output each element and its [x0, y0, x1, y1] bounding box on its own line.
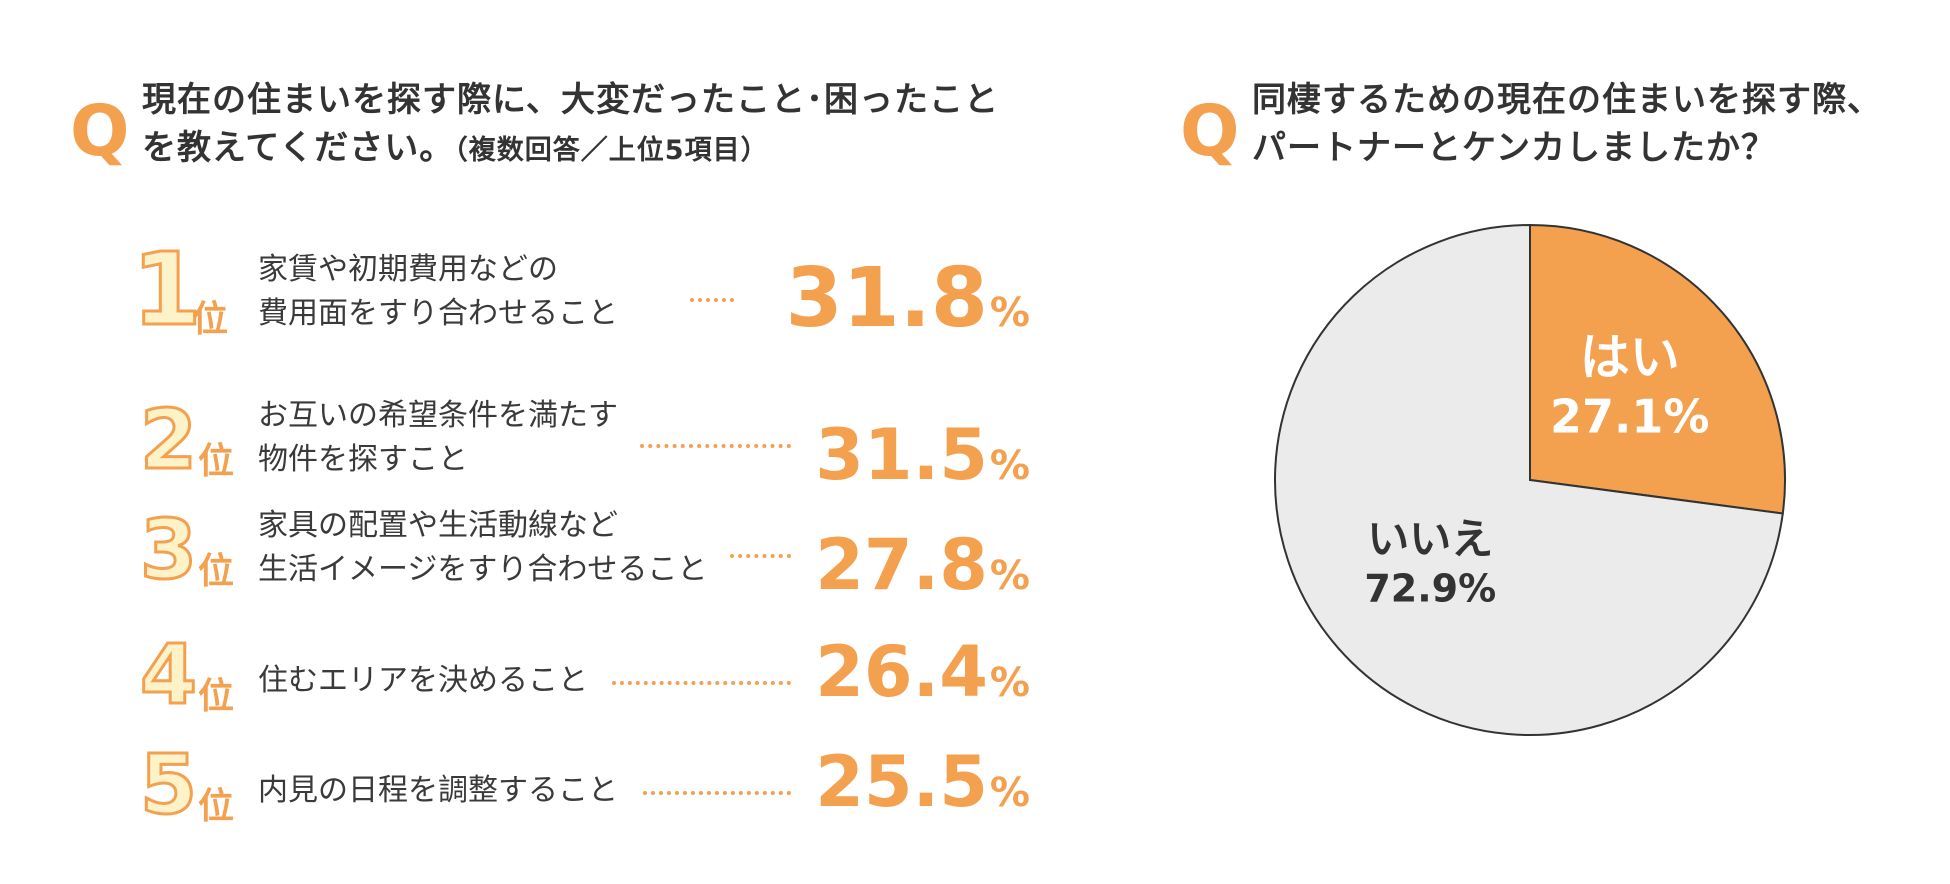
rank-number: 1: [131, 231, 204, 348]
rank-percentage: 31.5%: [815, 420, 1030, 490]
rank-percentage: 25.5%: [815, 747, 1030, 817]
pie-slice-value: 72.9%: [1364, 566, 1496, 610]
rank-value: 31.8: [785, 251, 988, 346]
rank-unit: %: [989, 553, 1030, 599]
rank-item-line: 費用面をすり合わせること: [258, 296, 618, 331]
rank-item-line: 家賃や初期費用などの: [258, 252, 558, 287]
rank-number: 2: [138, 393, 198, 488]
right-title-line-2: パートナーとケンカしましたか？: [1252, 128, 1776, 168]
rank-item-line: お互いの希望条件を満たす: [258, 398, 618, 433]
rank-item-line: 物件を探すこと: [258, 442, 468, 477]
leader-dots: [730, 554, 791, 558]
rank-value: 27.8: [815, 524, 988, 606]
rank-item-line: 生活イメージをすり合わせること: [258, 552, 708, 587]
rank-number: 5: [138, 738, 198, 833]
rank-suffix: 位: [198, 676, 235, 717]
rank-unit: %: [989, 660, 1030, 706]
rank-suffix: 位: [198, 786, 235, 827]
pie-slice-1: [1274, 223, 1784, 736]
left-title-line-2-main: を教えてください。: [142, 128, 455, 168]
rank-item-line: 家具の配置や生活動線など: [258, 508, 618, 543]
right-question-title: 同棲するための現在の住まいを探す際、 パートナーとケンカしましたか？: [1252, 76, 1882, 172]
rank-value: 26.4: [815, 631, 988, 713]
rank-unit: %: [989, 443, 1030, 489]
rank-item-text: お互いの希望条件を満たす 物件を探すこと: [258, 394, 618, 482]
rank-item-text: 住むエリアを決めること: [258, 659, 588, 703]
rank-item-text: 家賃や初期費用などの費用面をすり合わせること: [258, 248, 618, 336]
rank-value: 25.5: [815, 741, 988, 823]
rank-number: 3: [138, 503, 198, 598]
rank-item-line: 内見の日程を調整すること: [258, 773, 618, 808]
rank-number: 4: [138, 628, 198, 723]
left-title-note: （複数回答／上位5項目）: [454, 135, 769, 166]
left-title-line-1: 現在の住まいを探す際に、大変だったこと･困ったこと: [142, 80, 999, 120]
rank-percentage: 31.8%: [786, 258, 1030, 340]
rank-percentage: 26.4%: [815, 637, 1030, 707]
right-q-mark: Q: [1180, 90, 1240, 172]
rank-value: 31.5: [815, 414, 988, 496]
right-title-line-1: 同棲するための現在の住まいを探す際、: [1252, 80, 1882, 120]
pie-slice-value: 27.1%: [1550, 390, 1710, 444]
leader-dots: [612, 681, 791, 685]
pie-slice-0: [1529, 223, 1786, 515]
rank-item-text: 家具の配置や生活動線など生活イメージをすり合わせること: [258, 504, 707, 592]
rank-unit: %: [989, 290, 1030, 336]
rank-suffix: 位: [198, 441, 235, 482]
rank-item-line: 住むエリアを決めること: [258, 663, 588, 698]
pie-slice-label: いいえ: [1367, 514, 1493, 563]
left-title-line-2: を教えてください。（複数回答／上位5項目）: [142, 124, 999, 175]
left-q-mark: Q: [70, 90, 130, 172]
rank-suffix: 位: [192, 299, 229, 340]
left-question-title: 現在の住まいを探す際に、大変だったこと･困ったこと を教えてください。（複数回答…: [142, 76, 999, 175]
rank-item-text: 内見の日程を調整すること: [258, 769, 618, 813]
leader-dots: [640, 444, 791, 448]
rank-unit: %: [989, 770, 1030, 816]
leader-dots: [690, 298, 735, 302]
leader-dots: [643, 791, 791, 795]
rank-percentage: 27.8%: [815, 530, 1030, 600]
pie-slice-label: はい: [1580, 329, 1680, 387]
rank-suffix: 位: [198, 551, 235, 592]
